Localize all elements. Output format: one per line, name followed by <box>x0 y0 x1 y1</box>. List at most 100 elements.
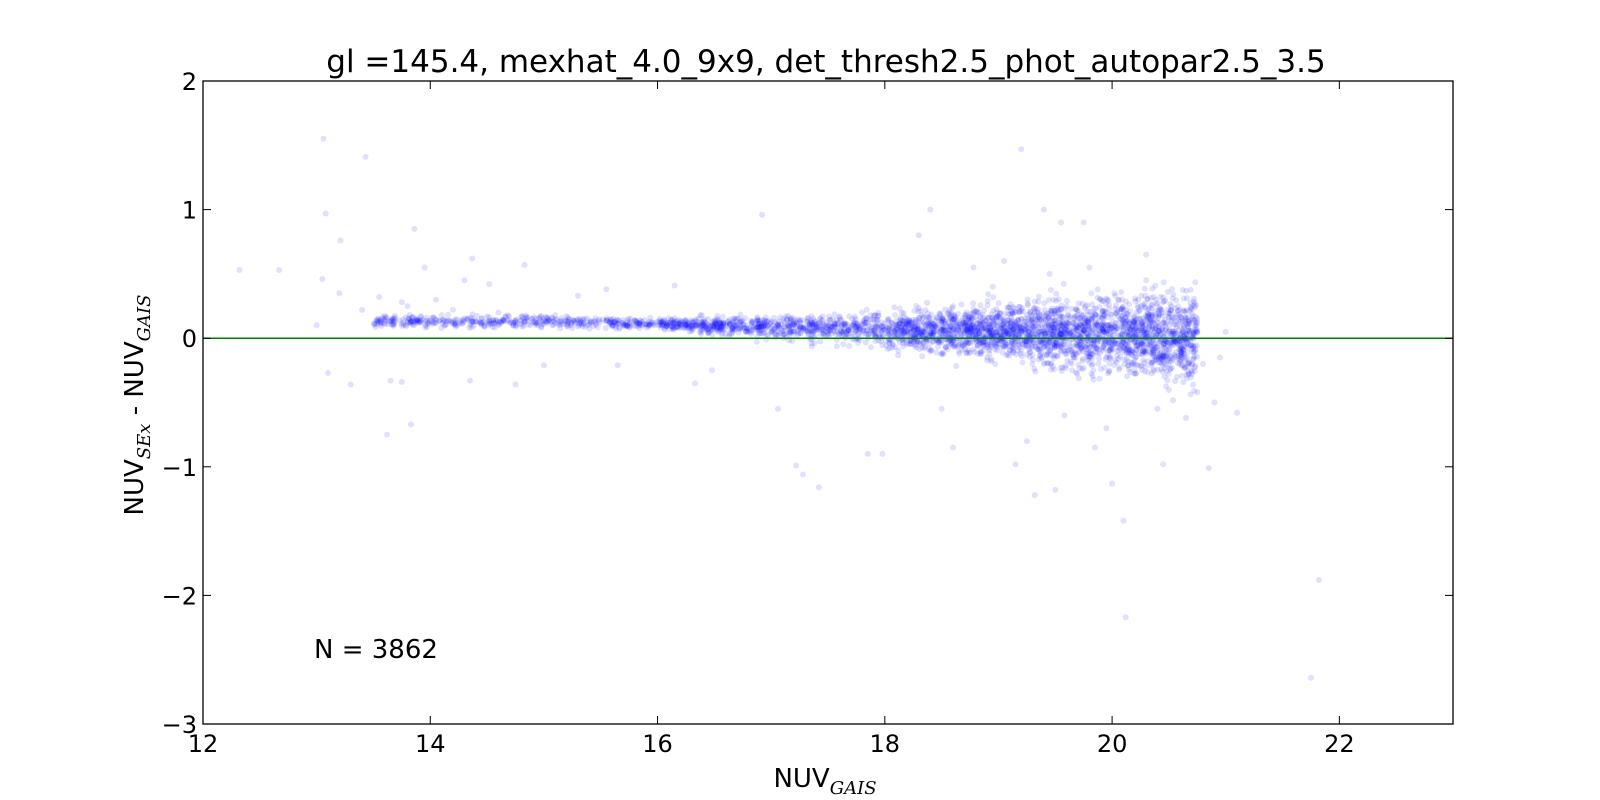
data-point <box>729 325 736 331</box>
data-point <box>1125 350 1132 357</box>
data-point <box>1020 327 1027 334</box>
data-point <box>1184 363 1191 370</box>
data-point <box>901 329 908 336</box>
data-point <box>1148 339 1155 346</box>
data-point <box>875 312 882 319</box>
data-point <box>1096 355 1102 362</box>
data-point <box>789 321 796 327</box>
data-point <box>1101 322 1108 329</box>
data-point <box>974 317 981 324</box>
data-point <box>713 321 720 328</box>
data-point <box>552 312 559 319</box>
data-point <box>1182 314 1189 321</box>
data-point <box>934 343 941 350</box>
data-point <box>1085 311 1091 318</box>
data-point <box>974 342 981 349</box>
data-point <box>1184 295 1190 302</box>
data-point <box>615 317 622 324</box>
data-point <box>1170 397 1176 404</box>
data-point <box>588 319 595 326</box>
data-point <box>1058 319 1065 326</box>
data-point <box>826 313 833 320</box>
data-point <box>1172 354 1179 361</box>
data-point <box>1073 327 1080 334</box>
data-point <box>1074 311 1081 318</box>
data-point <box>1158 349 1165 356</box>
data-point <box>1081 305 1088 312</box>
data-point <box>1062 330 1069 337</box>
data-point <box>1222 328 1229 335</box>
data-point <box>645 321 652 328</box>
data-point <box>1006 347 1013 354</box>
data-point <box>793 462 800 469</box>
data-point <box>1010 310 1017 317</box>
data-point <box>1111 325 1118 331</box>
data-point <box>325 369 331 376</box>
data-point <box>1189 368 1196 375</box>
data-point <box>781 330 788 337</box>
data-point <box>1121 361 1128 368</box>
data-point <box>1006 352 1013 359</box>
data-point <box>574 323 581 330</box>
data-point <box>740 321 747 328</box>
data-point <box>1043 352 1050 359</box>
data-point <box>693 322 700 329</box>
data-point <box>336 290 343 297</box>
data-point <box>719 313 726 320</box>
data-point <box>1183 307 1190 314</box>
data-point <box>1138 340 1145 347</box>
data-point <box>1149 312 1156 319</box>
data-point <box>973 325 980 331</box>
y-axis-label-main-1: NUV <box>120 459 150 515</box>
data-point <box>909 322 915 329</box>
data-point <box>407 318 414 325</box>
data-point <box>1047 287 1054 293</box>
data-point <box>1163 347 1170 353</box>
data-point <box>1161 338 1168 345</box>
data-point <box>636 319 642 326</box>
data-point <box>905 321 912 328</box>
data-point <box>1138 292 1145 299</box>
data-point <box>550 321 557 328</box>
data-point <box>1069 332 1076 339</box>
data-point <box>807 317 814 324</box>
data-point <box>1052 352 1059 358</box>
data-point <box>1168 339 1175 346</box>
data-point <box>527 321 534 328</box>
data-point <box>1168 342 1175 349</box>
data-point <box>563 318 569 325</box>
data-point <box>1124 311 1131 317</box>
data-point <box>1026 310 1033 317</box>
data-point <box>1205 465 1212 472</box>
data-point <box>1018 324 1025 331</box>
data-point <box>1089 301 1096 308</box>
data-point <box>1099 314 1106 321</box>
data-point <box>868 325 875 332</box>
data-point <box>1004 320 1011 327</box>
data-point <box>384 431 391 438</box>
data-point <box>1120 338 1127 345</box>
data-point <box>1097 296 1104 303</box>
data-point <box>1142 300 1149 307</box>
data-point <box>1080 327 1087 334</box>
data-point <box>576 320 583 327</box>
data-point <box>1012 308 1019 315</box>
data-point <box>1138 351 1145 358</box>
data-point <box>935 339 942 346</box>
data-point <box>1031 343 1038 350</box>
data-point <box>748 330 755 337</box>
data-point <box>1194 329 1201 336</box>
data-point <box>389 317 395 324</box>
data-point <box>531 318 538 325</box>
data-point <box>1058 322 1065 329</box>
data-point <box>322 210 329 217</box>
data-point <box>897 320 904 327</box>
data-point <box>276 267 283 273</box>
data-point <box>1125 362 1131 369</box>
data-point <box>722 322 729 329</box>
data-point <box>1070 319 1077 326</box>
data-point <box>664 322 671 329</box>
data-point <box>1108 348 1115 355</box>
data-point <box>914 326 921 333</box>
data-point <box>808 319 815 326</box>
